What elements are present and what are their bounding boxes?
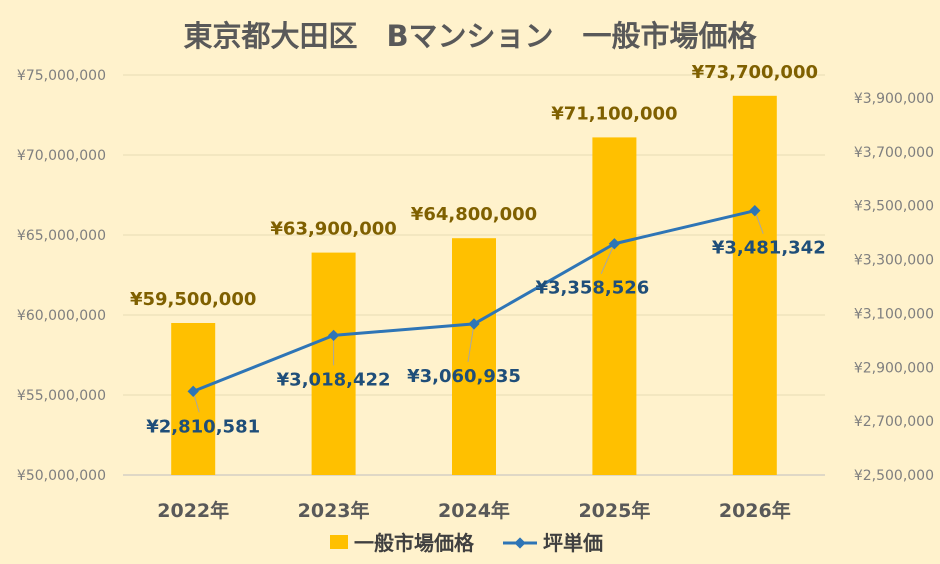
line-point xyxy=(187,385,199,397)
y-right-tick-label: ¥3,700,000 xyxy=(854,145,934,161)
bar xyxy=(592,137,637,475)
bar-data-label: ¥63,900,000 xyxy=(270,219,396,240)
bar-data-label: ¥64,800,000 xyxy=(411,204,537,225)
line-point xyxy=(749,205,761,217)
line-data-label: ¥3,060,935 xyxy=(407,366,521,387)
y-left-tick-label: ¥60,000,000 xyxy=(17,308,106,324)
y-left-tick-label: ¥55,000,000 xyxy=(17,388,106,404)
bar-data-label: ¥71,100,000 xyxy=(551,103,677,124)
line-point xyxy=(327,329,340,342)
x-tick-label: 2024年 xyxy=(438,499,510,522)
y-axis-left: ¥50,000,000 ¥55,000,000 ¥60,000,000 ¥65,000… xyxy=(17,68,106,484)
leader-line xyxy=(467,323,475,362)
x-axis: 2022年 2023年 2024年 2025年 2026年 xyxy=(157,499,790,522)
legend-label-line: 坪単価 xyxy=(543,531,603,555)
bar xyxy=(452,238,496,475)
bar-series xyxy=(171,95,777,476)
legend: 一般市場価格 坪単価 xyxy=(330,531,603,555)
line-data-label: ¥2,810,581 xyxy=(146,416,260,437)
legend-label-bar: 一般市場価格 xyxy=(354,531,475,555)
line-data-label: ¥3,481,342 xyxy=(712,238,826,259)
x-tick-label: 2023年 xyxy=(298,499,370,522)
leader-line xyxy=(600,243,615,274)
x-tick-label: 2022年 xyxy=(157,499,229,522)
x-tick-label: 2026年 xyxy=(719,499,791,522)
y-right-tick-label: ¥3,500,000 xyxy=(854,199,934,215)
y-left-tick-label: ¥70,000,000 xyxy=(17,148,106,164)
y-right-tick-label: ¥3,100,000 xyxy=(854,306,934,322)
x-tick-label: 2025年 xyxy=(578,499,650,522)
line-series xyxy=(187,205,764,413)
y-right-tick-label: ¥3,900,000 xyxy=(854,91,934,107)
y-right-tick-label: ¥3,300,000 xyxy=(854,253,934,269)
y-axis-right: ¥2,500,000 ¥2,700,000 ¥2,900,000 ¥3,100,000… xyxy=(854,91,934,484)
y-right-tick-label: ¥2,700,000 xyxy=(854,414,934,430)
chart-title: 東京都大田区 Bマンション 一般市場価格 xyxy=(183,19,757,53)
y-right-tick-label: ¥2,500,000 xyxy=(854,468,934,484)
line-data-label: ¥3,358,526 xyxy=(535,278,649,299)
line-point xyxy=(608,238,621,250)
bar xyxy=(732,95,777,476)
line-data-label: ¥3,018,422 xyxy=(277,369,391,390)
bar-data-label: ¥59,500,000 xyxy=(130,289,256,310)
legend-swatch-bar xyxy=(330,535,348,549)
data-labels: ¥59,500,000 ¥63,900,000 ¥64,800,000 ¥71,100… xyxy=(130,62,826,438)
y-right-tick-label: ¥2,900,000 xyxy=(854,360,934,376)
y-left-tick-label: ¥75,000,000 xyxy=(17,68,106,84)
line-point xyxy=(468,318,480,330)
y-left-tick-label: ¥65,000,000 xyxy=(17,228,106,244)
bar-data-label: ¥73,700,000 xyxy=(692,62,818,83)
legend-swatch-marker xyxy=(514,537,526,549)
bar xyxy=(171,323,216,475)
y-left-tick-label: ¥50,000,000 xyxy=(17,468,106,484)
